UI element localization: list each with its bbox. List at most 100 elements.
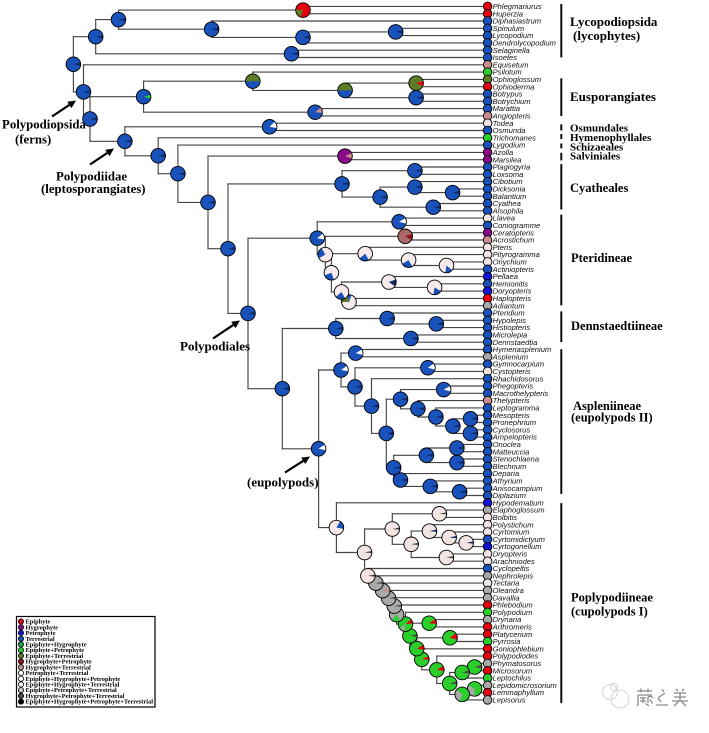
svg-text:Epiphyte+Hygrophyte+Terrestria: Epiphyte+Hygrophyte+Terrestrial — [26, 682, 120, 689]
svg-text:Stenochlaena: Stenochlaena — [493, 455, 539, 464]
svg-text:Osmunda: Osmunda — [493, 126, 526, 135]
svg-text:Petrophyte+Terrestrial: Petrophyte+Terrestrial — [26, 670, 89, 677]
svg-text:Azolla: Azolla — [492, 148, 514, 157]
svg-text:Actiniopteris: Actiniopteris — [492, 265, 535, 274]
svg-text:Lygodium: Lygodium — [493, 141, 526, 150]
svg-text:Cyatheales: Cyatheales — [570, 181, 628, 195]
svg-text:Ophioglossum: Ophioglossum — [493, 75, 542, 84]
svg-text:Hypodematium: Hypodematium — [493, 498, 544, 507]
svg-text:Pityrogramma: Pityrogramma — [493, 250, 540, 259]
svg-text:Tectaria: Tectaria — [493, 579, 520, 588]
svg-text:Aspleniineae: Aspleniineae — [573, 399, 642, 413]
svg-text:Epiphyte+Terrestrial: Epiphyte+Terrestrial — [26, 653, 84, 660]
svg-text:Dendrolycopodium: Dendrolycopodium — [493, 39, 556, 48]
svg-text:Botrychium: Botrychium — [493, 97, 531, 106]
svg-text:Cyathea: Cyathea — [493, 199, 521, 208]
svg-text:Angiopteris: Angiopteris — [492, 112, 531, 121]
svg-text:Pteris: Pteris — [493, 243, 513, 252]
svg-text:Microsorum: Microsorum — [493, 666, 533, 675]
svg-text:Equisetum: Equisetum — [493, 60, 529, 69]
svg-text:Lemmaphyllum: Lemmaphyllum — [493, 688, 544, 697]
svg-text:Lepisorus: Lepisorus — [493, 696, 526, 705]
svg-text:Marsilea: Marsilea — [493, 155, 522, 164]
svg-text:Cystopteris: Cystopteris — [493, 367, 531, 376]
svg-text:Trichomanes: Trichomanes — [493, 133, 537, 142]
svg-text:Anisocampium: Anisocampium — [492, 484, 543, 493]
svg-text:Terrestrial: Terrestrial — [26, 636, 55, 643]
svg-text:Huperzia: Huperzia — [493, 9, 523, 18]
svg-text:Dicksonia: Dicksonia — [493, 185, 526, 194]
svg-text:Botrypus: Botrypus — [493, 90, 523, 99]
svg-text:Hemionitis: Hemionitis — [493, 279, 529, 288]
svg-text:Selaginella: Selaginella — [493, 46, 530, 55]
svg-text:Leptochilus: Leptochilus — [493, 674, 532, 683]
svg-text:Lepidomicrosorium: Lepidomicrosorium — [493, 681, 557, 690]
svg-text:Ophioderma: Ophioderma — [493, 82, 535, 91]
svg-text:Schizaeales: Schizaeales — [570, 141, 624, 153]
svg-text:Dennstaedtiineae: Dennstaedtiineae — [571, 319, 663, 333]
svg-text:Phlebodium: Phlebodium — [493, 601, 533, 610]
svg-text:Balantium: Balantium — [493, 192, 527, 201]
svg-text:Thelypteris: Thelypteris — [493, 396, 530, 405]
svg-text:Cyrtomium: Cyrtomium — [493, 528, 530, 537]
svg-text:Pronephrium: Pronephrium — [493, 418, 536, 427]
svg-text:Athyrium: Athyrium — [492, 477, 523, 486]
svg-text:Petrophyte: Petrophyte — [26, 630, 56, 637]
svg-text:Elaphoglossum: Elaphoglossum — [493, 506, 545, 515]
svg-text:Microlepia: Microlepia — [493, 331, 528, 340]
svg-text:Dennstaedtia: Dennstaedtia — [493, 338, 538, 347]
svg-text:Acrostichum: Acrostichum — [492, 236, 535, 245]
svg-text:Isoetes: Isoetes — [493, 53, 518, 62]
svg-text:Hygrophyte+Petrophyte+Terrestr: Hygrophyte+Petrophyte+Terrestrial — [26, 693, 125, 700]
svg-text:Hypolepis: Hypolepis — [493, 316, 527, 325]
svg-text:Platycerium: Platycerium — [493, 630, 533, 639]
svg-text:(lycophytes): (lycophytes) — [573, 28, 640, 43]
svg-text:Macrothelypteris: Macrothelypteris — [493, 389, 549, 398]
svg-text:Polypodiodes: Polypodiodes — [493, 652, 539, 661]
svg-text:Epiphyte+Petrophyte+Terrestria: Epiphyte+Petrophyte+Terrestrial — [26, 687, 118, 694]
svg-text:Pteridineae: Pteridineae — [571, 251, 633, 265]
svg-text:Blechnum: Blechnum — [493, 462, 527, 471]
svg-text:Epiphyte+Hygrophyte+Petrophyte: Epiphyte+Hygrophyte+Petrophyte+Terrestri… — [26, 699, 154, 706]
svg-text:Coniogramme: Coniogramme — [493, 221, 541, 230]
svg-text:Bolbitis: Bolbitis — [493, 513, 518, 522]
svg-text:Rhachidosorus: Rhachidosorus — [493, 374, 544, 383]
svg-text:Hygrophyte+Petrophyte: Hygrophyte+Petrophyte — [26, 659, 92, 666]
svg-text:Cyrtomidictyum: Cyrtomidictyum — [493, 535, 545, 544]
svg-text:Cyclopeltis: Cyclopeltis — [493, 564, 530, 573]
svg-text:Mesopteris: Mesopteris — [493, 411, 530, 420]
svg-text:Marattia: Marattia — [493, 104, 520, 113]
svg-text:(eupolypods): (eupolypods) — [247, 475, 319, 490]
svg-text:Matteuccia: Matteuccia — [493, 447, 530, 456]
svg-text:Onoclea: Onoclea — [493, 440, 521, 449]
svg-text:Pteridium: Pteridium — [493, 309, 525, 318]
svg-text:(ferns): (ferns) — [15, 133, 51, 147]
svg-text:Llavea: Llavea — [493, 214, 515, 223]
svg-text:Todea: Todea — [493, 119, 514, 128]
svg-text:Poplypodiineae: Poplypodiineae — [571, 591, 653, 605]
svg-text:Pyrrosia: Pyrrosia — [493, 637, 521, 646]
svg-text:Osmundales: Osmundales — [570, 123, 629, 135]
svg-text:Hygrophyte+Terrestrial: Hygrophyte+Terrestrial — [26, 664, 92, 671]
svg-text:Cibotium: Cibotium — [493, 177, 523, 186]
svg-text:Davallia: Davallia — [493, 593, 520, 602]
svg-text:Salviniales: Salviniales — [570, 151, 621, 163]
svg-text:Polypodiidae: Polypodiidae — [56, 170, 127, 184]
svg-text:Eusporangiates: Eusporangiates — [570, 89, 656, 104]
svg-text:Nephrolepis: Nephrolepis — [493, 571, 534, 580]
svg-text:Diphasiastrum: Diphasiastrum — [493, 17, 542, 26]
svg-text:Epiphyte+Petrophyte: Epiphyte+Petrophyte — [26, 647, 85, 654]
svg-text:Deparia: Deparia — [493, 469, 520, 478]
svg-text:Goniophlebium: Goniophlebium — [493, 644, 544, 653]
svg-text:Hymenophyllales: Hymenophyllales — [570, 132, 652, 144]
svg-text:Drynaria: Drynaria — [493, 615, 522, 624]
svg-text:Ampelopteris: Ampelopteris — [492, 433, 538, 442]
svg-text:Leptogramma: Leptogramma — [493, 404, 540, 413]
svg-text:Hymenasplenium: Hymenasplenium — [493, 345, 552, 354]
svg-text:Cyclosorus: Cyclosorus — [493, 425, 531, 434]
svg-text:Phegopteris: Phegopteris — [493, 382, 534, 391]
svg-text:Psilotum: Psilotum — [493, 68, 522, 77]
svg-text:Polypodiales: Polypodiales — [180, 339, 250, 354]
svg-text:Epiphyte+Hygrophyte+Petrophyte: Epiphyte+Hygrophyte+Petrophyte — [26, 676, 121, 683]
svg-text:Histiopteris: Histiopteris — [493, 323, 531, 332]
